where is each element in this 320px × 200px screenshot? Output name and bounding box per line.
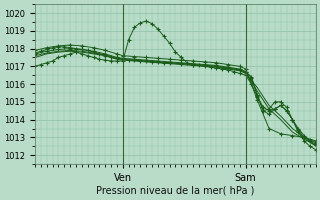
X-axis label: Pression niveau de la mer( hPa ): Pression niveau de la mer( hPa ) bbox=[96, 186, 255, 196]
